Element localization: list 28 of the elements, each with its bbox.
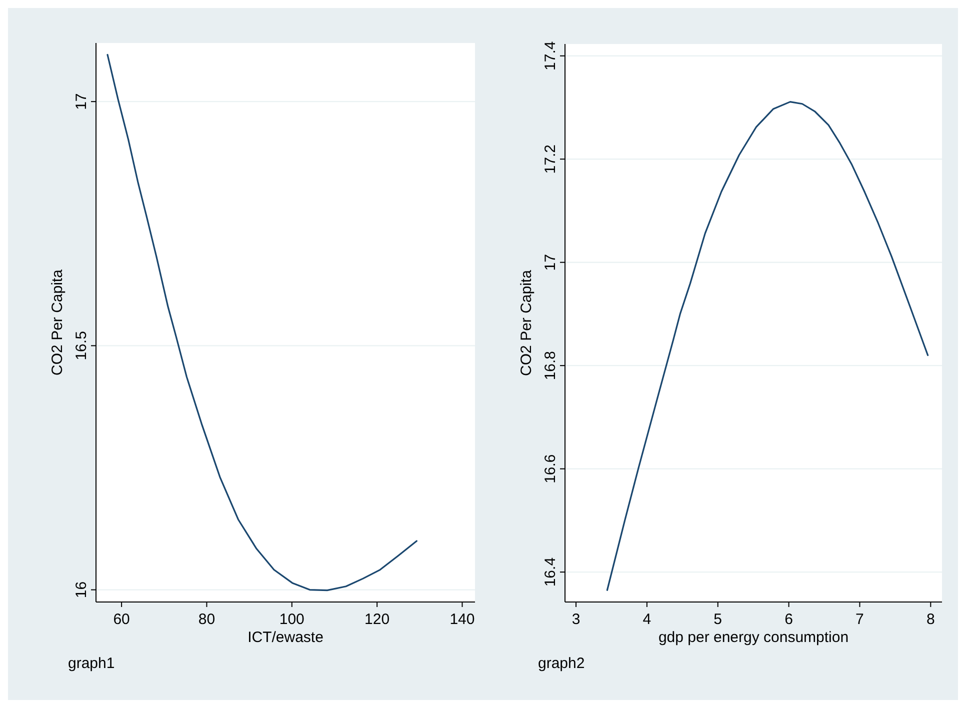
caption: graph2 <box>538 655 585 672</box>
x-axis-title: gdp per energy consumption <box>658 629 849 646</box>
y-tick-label: 17.4 <box>542 41 559 70</box>
y-tick-label: 16 <box>73 581 90 598</box>
y-tick-label: 17.2 <box>542 144 559 174</box>
x-tick-label: 60 <box>113 611 130 628</box>
y-tick-label: 16.6 <box>542 454 559 484</box>
line-series <box>606 101 929 591</box>
y-tick-label: 16.8 <box>542 350 559 380</box>
x-tick-label: 4 <box>642 611 652 628</box>
x-tick-label: 80 <box>198 611 216 628</box>
y-axis-title: CO2 Per Capita <box>49 268 66 376</box>
y-tick-label: 16.5 <box>73 331 90 360</box>
y-tick-label: 16.4 <box>542 557 559 587</box>
y-tick-label: 17 <box>73 93 90 110</box>
x-tick-label: 100 <box>279 611 304 628</box>
x-tick-label: 5 <box>714 611 722 628</box>
x-tick-label: 8 <box>926 611 935 628</box>
x-tick-label: 6 <box>784 611 793 628</box>
x-tick-label: 140 <box>450 611 475 628</box>
x-tick-label: 120 <box>364 611 390 628</box>
line-series <box>106 54 418 592</box>
x-axis-title: ICT/ewaste <box>248 629 324 646</box>
y-tick-label: 17 <box>542 254 559 271</box>
caption: graph1 <box>68 655 115 672</box>
x-tick-label: 3 <box>572 611 580 628</box>
y-axis-title: CO2 Per Capita <box>518 269 535 376</box>
x-tick-label: 7 <box>856 611 864 628</box>
